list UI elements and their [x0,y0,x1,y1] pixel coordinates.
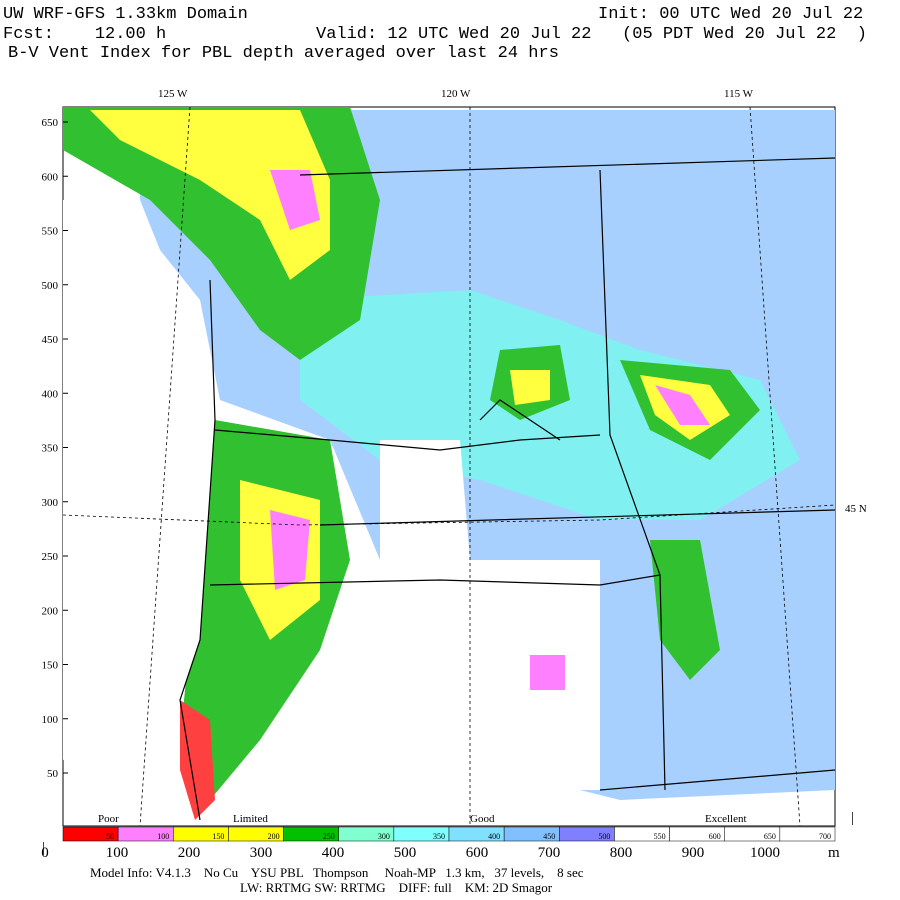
bottom-tick-label: 600 [466,845,489,861]
latitude-label: 45 N [845,503,867,515]
level-label: 100 [157,832,169,841]
model-info: Model Info: V4.1.3 No Cu YSU PBL Thompso… [90,865,584,880]
bottom-tick-label: 800 [610,845,633,861]
level-label: 700 [819,832,831,841]
category-label: Excellent [705,813,747,825]
category-label: Good [470,813,495,825]
level-label: 500 [598,832,610,841]
longitude-line [749,106,801,827]
field-yellow [510,370,550,405]
init-time: Init: 00 UTC Wed 20 Jul 22 [598,5,863,24]
level-label: 150 [212,832,224,841]
field-pink [270,510,310,590]
left-tick-label: 300 [42,497,59,509]
coastline [179,279,216,821]
field-pink [270,170,320,230]
bottom-tick-label: 900 [682,845,705,861]
level-label: 300 [378,832,390,841]
title: UW WRF-GFS 1.33km Domain [3,5,248,24]
longitude-label: 115 W [724,88,754,100]
bottom-tick-label: 0 [41,845,49,861]
level-label: 200 [268,832,280,841]
left-tick-label: 150 [42,660,59,672]
border [599,769,836,791]
bottom-tick-label: 700 [538,845,561,861]
left-tick-label: 600 [42,171,59,183]
border [599,169,666,791]
longitude-label: 120 W [441,88,471,100]
physics-info: LW: RRTMG SW: RRTMG DIFF: full KM: 2D Sm… [240,880,553,895]
river [479,399,561,441]
bottom-tick-label: 1000 [750,845,780,861]
color-box [779,826,836,842]
field-name: B-V Vent Index for PBL depth averaged ov… [8,44,559,63]
level-label: 350 [433,832,445,841]
border [319,509,836,526]
field-green [650,540,720,680]
bottom-unit: m [828,845,840,861]
level-label: 400 [488,832,500,841]
left-axis: 650 600 550 500 450 400 350 300 250 200 150 100 50 [42,117,68,780]
legend: 50 100 150 200 250 300 350 400 450 500 550 600 650 70… [41,813,840,861]
level-label: 250 [323,832,335,841]
level-label: 600 [709,832,721,841]
left-tick-label: 250 [42,551,59,563]
forecast-hour: Fcst: 12.00 h [3,25,166,44]
level-label: 450 [543,832,555,841]
longitude-label: 125 W [158,88,188,100]
left-tick-label: 350 [42,443,59,455]
field-pink [530,655,565,690]
border [209,574,661,586]
left-tick-label: 400 [42,388,59,400]
left-tick-label: 200 [42,605,59,617]
left-tick-label: 500 [42,280,59,292]
left-tick-label: 100 [42,714,59,726]
left-marker: | [42,840,45,856]
bottom-tick-label: 500 [394,845,417,861]
map: 125 W 120 W 115 W 45 N [62,88,867,827]
left-tick-label: 550 [42,226,59,238]
category-label: Limited [233,813,268,825]
level-label: 550 [654,832,666,841]
field-yellow [90,110,330,280]
left-tick-label: 50 [47,768,59,780]
border [299,157,836,176]
field-blank [330,560,600,790]
right-marker: | [851,810,854,826]
bottom-tick-label: 200 [178,845,201,861]
border [214,429,601,451]
valid-time: Valid: 12 UTC Wed 20 Jul 22 (05 PDT Wed … [316,25,867,44]
left-tick-label: 650 [42,117,59,129]
latitude-line [62,504,836,526]
field-red [180,700,215,820]
field-blank [380,440,470,560]
longitude-line [139,106,191,827]
level-label: 50 [106,832,114,841]
bottom-tick-label: 300 [250,845,273,861]
level-label: 650 [764,832,776,841]
bottom-tick-label: 400 [322,845,345,861]
category-label: Poor [98,813,119,825]
bottom-tick-label: 100 [106,845,129,861]
field-pink [655,385,710,425]
ocean [63,200,215,760]
left-tick-label: 450 [42,334,59,346]
